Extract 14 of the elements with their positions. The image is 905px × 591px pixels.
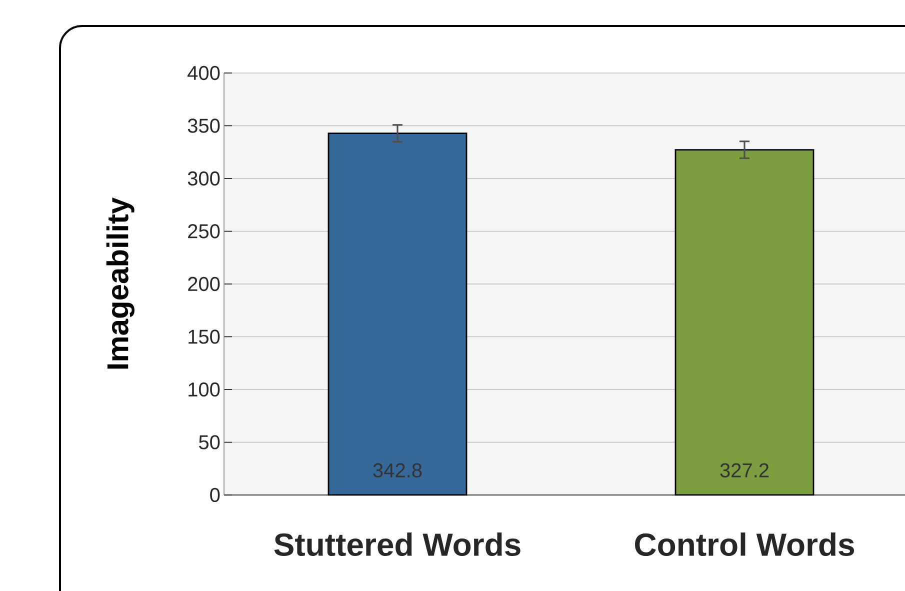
y-axis-title: Imageability xyxy=(106,197,134,369)
y-tick-label: 50 xyxy=(199,435,220,450)
data-label: 327.2 xyxy=(720,463,769,478)
y-tick-label: 300 xyxy=(188,171,220,186)
y-tick-label: 150 xyxy=(188,330,220,344)
y-tick-label: 200 xyxy=(188,276,220,292)
x-tick-label: Control Words xyxy=(635,532,854,556)
x-tick-label: Stuttered Words xyxy=(274,532,520,556)
data-label: 342.8 xyxy=(373,463,422,478)
y-tick-label: 100 xyxy=(188,382,220,397)
y-tick-label: 400 xyxy=(188,66,220,80)
y-tick-label: 0 xyxy=(210,488,220,502)
y-tick-label: 250 xyxy=(188,224,220,238)
y-tick-label: 350 xyxy=(188,118,220,133)
